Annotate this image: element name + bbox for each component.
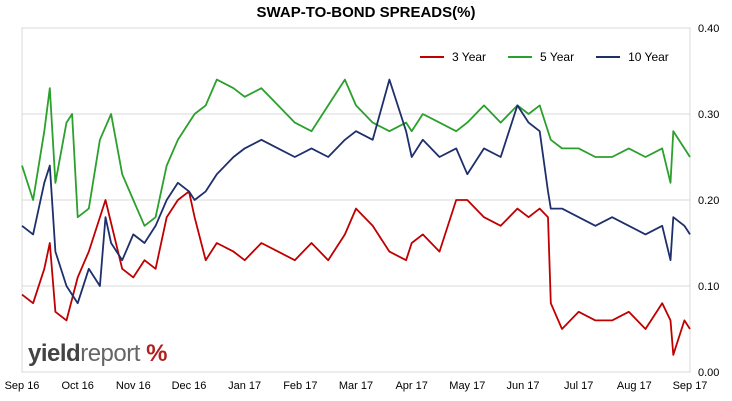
x-tick-label: Mar 17 (339, 380, 373, 392)
x-tick-label: Feb 17 (283, 380, 317, 392)
logo-percent-icon: % (146, 340, 167, 367)
legend-label-5-year: 5 Year (540, 50, 575, 64)
x-tick-label: Jun 17 (506, 380, 539, 392)
logo-text-yield: yield (28, 340, 81, 367)
yieldreport-logo: yieldreport % (28, 340, 167, 368)
x-tick-label: Apr 17 (395, 380, 427, 392)
logo-text-report: report (80, 340, 140, 367)
x-tick-label: May 17 (449, 380, 485, 392)
y-tick-label: 0.30 (698, 109, 719, 121)
legend-item-3-year: 3 Year (420, 50, 486, 64)
legend-label-3-year: 3 Year (452, 50, 487, 64)
x-tick-label: Sep 16 (5, 380, 40, 392)
x-tick-label: Aug 17 (617, 380, 652, 392)
y-tick-label: 0.40 (698, 23, 719, 35)
legend-item-10-year: 10 Year (596, 50, 669, 64)
y-tick-label: 0.00 (698, 367, 719, 379)
x-tick-label: Jan 17 (228, 380, 261, 392)
y-tick-label: 0.10 (698, 281, 719, 293)
series-line-10-year (21, 78, 691, 305)
x-tick-label: Sep 17 (673, 380, 708, 392)
x-tick-label: Jul 17 (564, 380, 593, 392)
x-tick-label: Nov 16 (116, 380, 151, 392)
x-tick-label: Oct 16 (61, 380, 93, 392)
legend-label-10-year: 10 Year (628, 50, 669, 64)
series-line-3-year (21, 190, 691, 356)
x-tick-label: Dec 16 (172, 380, 207, 392)
chart-title: SWAP-TO-BOND SPREADS(%) (256, 4, 476, 21)
series-line-5-year (21, 78, 691, 227)
legend: 3 Year 5 Year 10 Year (420, 50, 669, 64)
legend-swatch-5-year (508, 56, 533, 58)
legend-swatch-3-year (420, 56, 444, 58)
y-tick-label: 0.20 (698, 195, 719, 207)
legend-item-5-year: 5 Year (508, 50, 574, 64)
legend-swatch-10-year (596, 56, 621, 58)
